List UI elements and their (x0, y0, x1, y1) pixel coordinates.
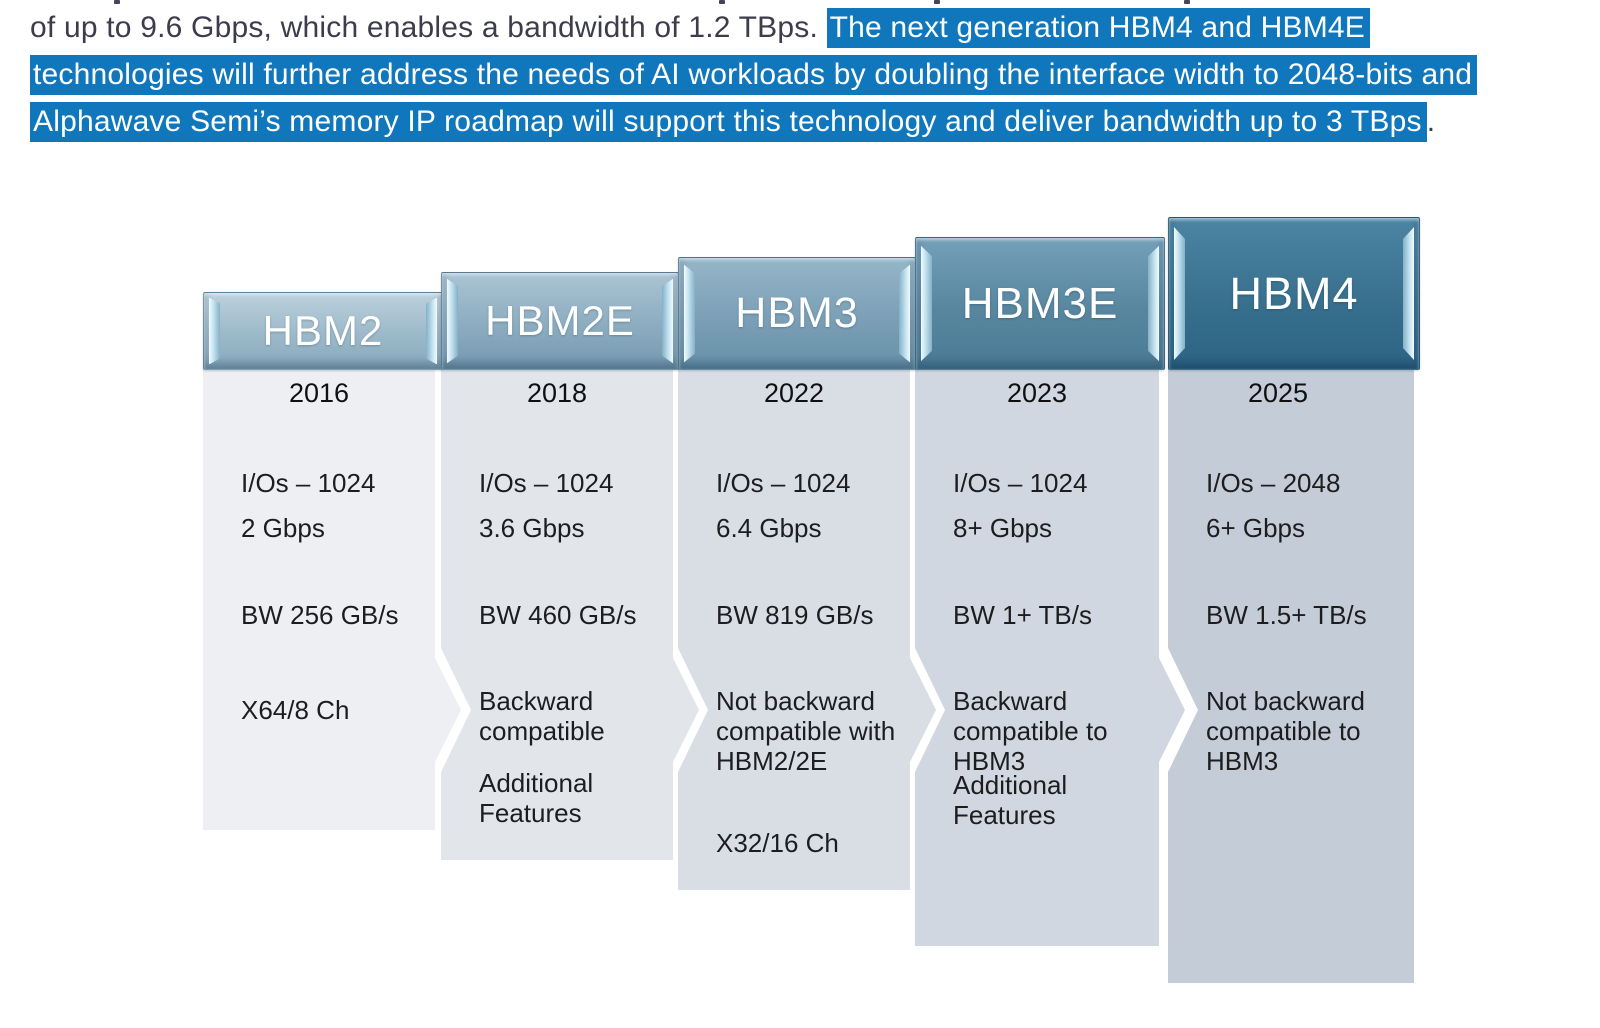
hbm3-header-badge: HBM3 (678, 257, 916, 370)
hbm3e-column-panel: 2023 I/Os – 1024 8+ Gbps BW 1+ TB/s Back… (915, 368, 1185, 946)
hbm2-year: 2016 (288, 378, 350, 408)
hbm2-bandwidth: BW 256 GB/s (241, 600, 399, 630)
hbm2-io: I/Os – 1024 (241, 468, 376, 498)
hbm4-io: I/Os – 2048 (1206, 468, 1341, 498)
hbm2e-column-panel: 2018 I/Os – 1024 3.6 Gbps BW 460 GB/s Ba… (441, 368, 699, 860)
hbm3e-year: 2023 (1006, 378, 1068, 408)
hbm2e-compatibility: Backward compatible (479, 686, 605, 746)
hbm3-label: HBM3 (735, 289, 859, 337)
hbm2-label: HBM2 (262, 307, 384, 354)
paragraph-line-2: technologies will further address the ne… (30, 51, 1478, 98)
hbm3e-bandwidth: BW 1+ TB/s (953, 600, 1092, 630)
hbm3e-io: I/Os – 1024 (953, 468, 1088, 498)
hbm3-compatibility: Not backward compatible with HBM2/2E (716, 686, 896, 776)
hbm2e-io: I/Os – 1024 (479, 468, 614, 498)
hbm2-channels: X64/8 Ch (241, 695, 350, 725)
hbm2-header-badge: HBM2 (203, 292, 443, 370)
hbm3-channels: X32/16 Ch (716, 828, 839, 858)
hbm2-column-panel: 2016 I/Os – 1024 2 Gbps BW 256 GB/s X64/… (203, 368, 461, 830)
hbm3e-header-badge: HBM3E (915, 237, 1165, 370)
hbm4-bandwidth: BW 1.5+ TB/s (1206, 600, 1367, 630)
paragraph-line-3: Alphawave Semi’s memory IP roadmap will … (30, 98, 1435, 145)
clipped-text-fragment (934, 0, 940, 4)
hbm4-header-badge: HBM4 (1168, 217, 1420, 370)
paragraph-line-1: of up to 9.6 Gbps, which enables a bandw… (30, 4, 1370, 51)
hbm4-compatibility: Not backward compatible to HBM3 (1206, 686, 1365, 776)
hbm3e-additional-features: Additional Features (953, 770, 1068, 830)
hbm4-speed: 6+ Gbps (1206, 513, 1306, 543)
hbm3-bandwidth: BW 819 GB/s (716, 600, 874, 630)
hbm4-column-panel: 2025 I/Os – 2048 6+ Gbps BW 1.5+ TB/s No… (1168, 368, 1414, 983)
hbm3-speed: 6.4 Gbps (716, 513, 822, 543)
highlighted-text: The next generation HBM4 and HBM4E (826, 8, 1370, 48)
clipped-text-fragment (114, 0, 120, 4)
hbm3-year: 2022 (763, 378, 825, 408)
highlighted-text: Alphawave Semi’s memory IP roadmap will … (30, 102, 1427, 142)
hbm4-label: HBM4 (1229, 267, 1359, 319)
hbm4-year: 2025 (1247, 378, 1309, 408)
hbm2e-header-badge: HBM2E (441, 272, 679, 370)
hbm3e-speed: 8+ Gbps (953, 513, 1053, 543)
hbm2e-year: 2018 (526, 378, 588, 408)
paragraph-text: of up to 9.6 Gbps, which enables a bandw… (30, 11, 827, 44)
hbm3e-label: HBM3E (961, 278, 1119, 328)
clipped-text-fragment (719, 0, 725, 4)
highlighted-text: technologies will further address the ne… (30, 55, 1478, 95)
hbm2e-label: HBM2E (485, 297, 635, 344)
clipped-text-fragment (1184, 0, 1190, 4)
hbm2e-bandwidth: BW 460 GB/s (479, 600, 637, 630)
paragraph-text: . (1426, 105, 1436, 138)
hbm3-column-panel: 2022 I/Os – 1024 6.4 Gbps BW 819 GB/s No… (678, 368, 936, 890)
hbm2e-additional-features: Additional Features (479, 768, 594, 828)
hbm2-speed: 2 Gbps (241, 513, 325, 543)
hbm3-io: I/Os – 1024 (716, 468, 851, 498)
hbm2e-speed: 3.6 Gbps (479, 513, 585, 543)
hbm3e-compatibility: Backward compatible to HBM3 (953, 686, 1108, 776)
